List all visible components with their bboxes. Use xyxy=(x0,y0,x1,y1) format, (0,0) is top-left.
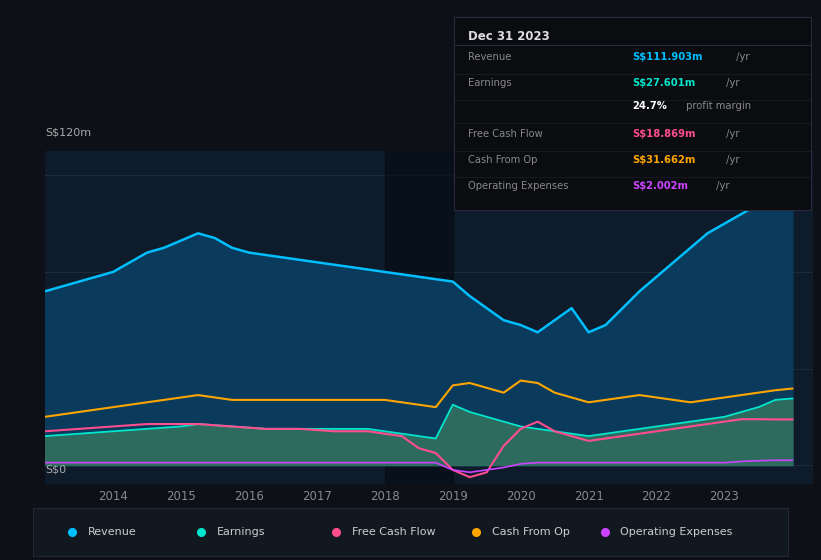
Text: /yr: /yr xyxy=(732,52,749,62)
Text: profit margin: profit margin xyxy=(682,101,750,111)
Text: S$27.601m: S$27.601m xyxy=(633,78,696,88)
Text: Earnings: Earnings xyxy=(217,527,265,536)
Text: Dec 31 2023: Dec 31 2023 xyxy=(468,30,550,43)
Text: Cash From Op: Cash From Op xyxy=(492,527,570,536)
Text: S$18.869m: S$18.869m xyxy=(633,129,696,139)
Bar xyxy=(385,151,452,484)
Text: /yr: /yr xyxy=(713,181,729,191)
Text: Revenue: Revenue xyxy=(468,52,511,62)
Text: Cash From Op: Cash From Op xyxy=(468,155,538,165)
Text: 24.7%: 24.7% xyxy=(633,101,667,111)
Text: Revenue: Revenue xyxy=(88,527,137,536)
Text: S$2.002m: S$2.002m xyxy=(633,181,689,191)
Text: /yr: /yr xyxy=(722,155,739,165)
Text: S$31.662m: S$31.662m xyxy=(633,155,696,165)
Text: Free Cash Flow: Free Cash Flow xyxy=(468,129,543,139)
Text: Operating Expenses: Operating Expenses xyxy=(468,181,569,191)
Text: /yr: /yr xyxy=(722,129,739,139)
Text: S$111.903m: S$111.903m xyxy=(633,52,703,62)
Text: Operating Expenses: Operating Expenses xyxy=(621,527,733,536)
Text: Earnings: Earnings xyxy=(468,78,512,88)
Text: S$0: S$0 xyxy=(45,464,67,474)
Text: /yr: /yr xyxy=(722,78,739,88)
Text: Free Cash Flow: Free Cash Flow xyxy=(352,527,436,536)
Text: S$120m: S$120m xyxy=(45,128,91,138)
